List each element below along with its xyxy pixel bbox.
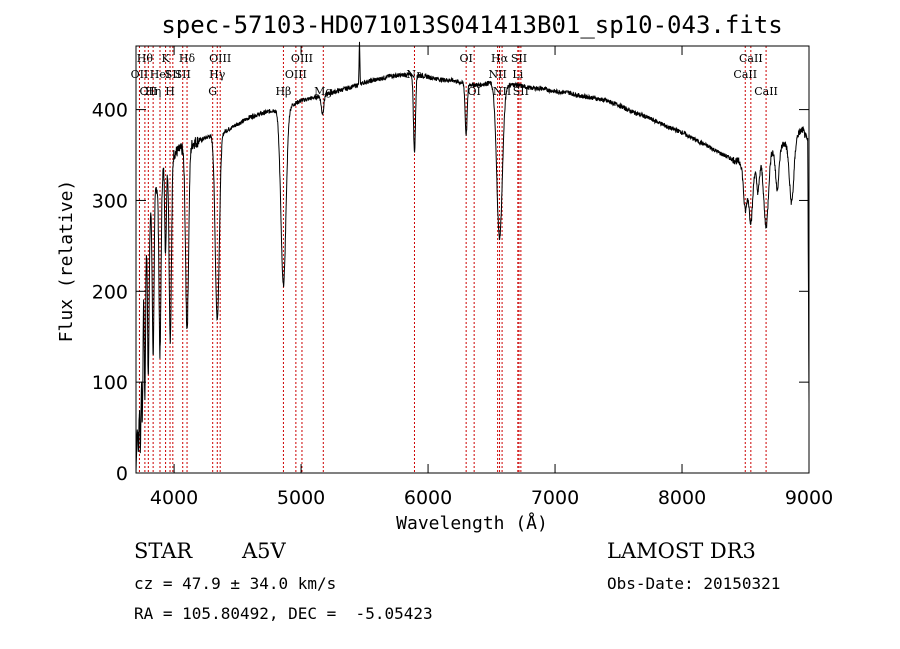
y-tick-label: 200 <box>92 281 128 303</box>
line-marker-label: G <box>208 85 217 98</box>
x-tick-label: 4000 <box>150 487 198 509</box>
x-tick-label: 9000 <box>785 487 833 509</box>
x-tick-label: 7000 <box>531 487 579 509</box>
line-marker-label: OII <box>131 68 149 81</box>
line-marker-label: Hθ <box>137 52 154 65</box>
coordinates: RA = 105.80492, DEC = -5.05423 <box>134 604 433 623</box>
line-marker-label: Hγ <box>209 68 226 81</box>
line-marker-label: CaII <box>754 85 778 98</box>
line-marker-label: SII <box>511 52 527 65</box>
x-tick-label: 8000 <box>658 487 706 509</box>
line-marker-label: K <box>161 52 170 65</box>
line-marker-label: Hη <box>145 85 161 98</box>
y-axis-label: Flux (relative) <box>56 180 77 343</box>
chart-title: spec-57103-HD071013S041413B01_sp10-043.f… <box>161 11 782 39</box>
y-tick-label: 400 <box>92 100 128 122</box>
x-axis: 4000 5000 6000 7000 8000 9000 <box>150 46 833 509</box>
line-marker-label: OIII <box>285 68 307 81</box>
line-marker-label: Na <box>406 68 423 81</box>
y-tick-label: 0 <box>116 463 128 485</box>
line-marker-label: Hδ <box>179 52 196 65</box>
x-tick-label: 6000 <box>404 487 452 509</box>
line-marker-label: OI <box>467 85 480 98</box>
spectrum-line <box>135 41 810 474</box>
line-marker-label: SII <box>175 68 191 81</box>
line-marker-label: Hβ <box>275 85 291 98</box>
survey-name: LAMOST DR3 <box>607 539 756 563</box>
line-marker-labels: OIIHθOIIHηHeIKHSIIHδSIIGHγOIIIHβOIIIOIII… <box>131 52 778 98</box>
line-marker-label: SII <box>165 68 181 81</box>
line-marker-label: NII <box>488 68 506 81</box>
object-subclass: A5V <box>242 539 286 563</box>
y-tick-label: 100 <box>92 372 128 394</box>
line-marker-label: HeI <box>150 68 170 81</box>
line-marker-label: OIII <box>291 52 313 65</box>
object-class: STAR <box>134 539 193 563</box>
line-markers <box>138 46 767 473</box>
y-tick-label: 300 <box>92 190 128 212</box>
observation-date: Obs-Date: 20150321 <box>607 574 781 593</box>
y-axis: 0 100 200 300 400 <box>92 100 809 485</box>
line-marker-label: OIII <box>209 52 231 65</box>
line-marker-label: CaII <box>739 52 763 65</box>
line-marker-label: Hα <box>491 52 509 65</box>
line-marker-label: CaII <box>733 68 757 81</box>
x-axis-label: Wavelength (Å) <box>396 512 548 534</box>
line-marker-label: OII <box>139 85 157 98</box>
x-tick-label: 5000 <box>277 487 325 509</box>
plot-frame <box>135 45 810 474</box>
redshift-cz: cz = 47.9 ± 34.0 km/s <box>134 574 337 593</box>
line-marker-label: NII <box>493 85 511 98</box>
line-marker-label: OI <box>459 52 472 65</box>
line-marker-label: H <box>165 85 175 98</box>
line-marker-label: Li <box>512 68 523 81</box>
